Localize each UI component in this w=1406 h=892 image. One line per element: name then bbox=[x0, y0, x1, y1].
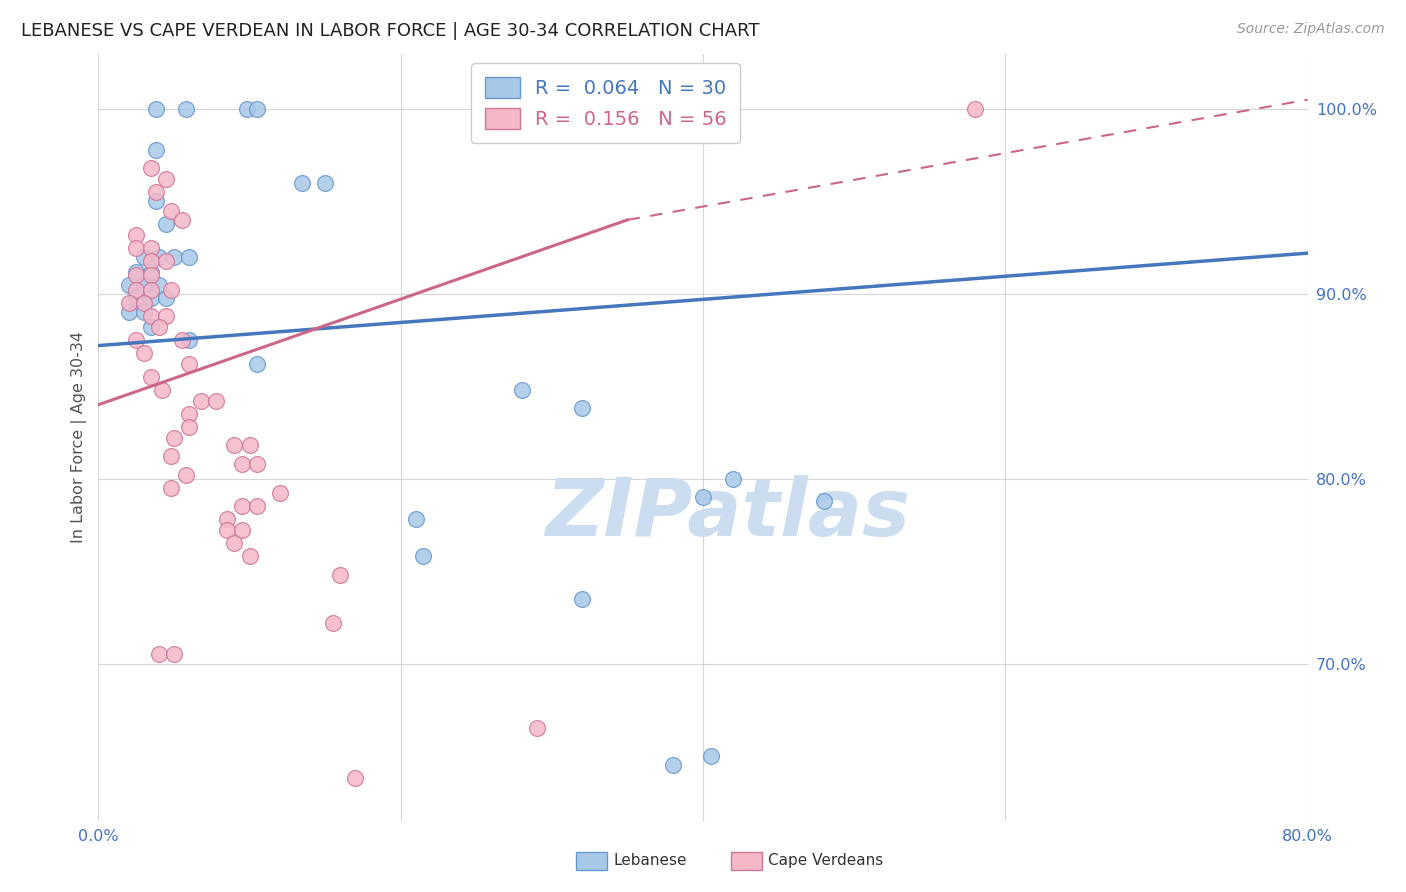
Text: LEBANESE VS CAPE VERDEAN IN LABOR FORCE | AGE 30-34 CORRELATION CHART: LEBANESE VS CAPE VERDEAN IN LABOR FORCE … bbox=[21, 22, 759, 40]
Point bbox=[145, 194, 167, 209]
Point bbox=[125, 333, 148, 347]
Point bbox=[170, 333, 193, 347]
Point bbox=[239, 549, 262, 564]
Y-axis label: In Labor Force | Age 30-34: In Labor Force | Age 30-34 bbox=[72, 331, 87, 543]
Point bbox=[571, 591, 593, 606]
Point bbox=[155, 309, 177, 323]
Point bbox=[160, 481, 183, 495]
Point bbox=[235, 102, 257, 116]
Point bbox=[125, 283, 148, 297]
Point bbox=[329, 567, 352, 582]
Point bbox=[965, 102, 987, 116]
Point bbox=[723, 472, 745, 486]
Point bbox=[510, 383, 533, 397]
Point bbox=[125, 227, 148, 242]
Point bbox=[148, 250, 170, 264]
Point bbox=[174, 467, 197, 482]
Point bbox=[179, 407, 201, 421]
Point bbox=[314, 176, 336, 190]
Point bbox=[246, 500, 269, 514]
Text: ZIPatlas: ZIPatlas bbox=[544, 475, 910, 553]
Point bbox=[141, 309, 163, 323]
Point bbox=[344, 771, 367, 785]
Point bbox=[215, 524, 238, 538]
Point bbox=[239, 438, 262, 452]
Point bbox=[118, 277, 141, 292]
Point bbox=[412, 549, 434, 564]
Point bbox=[145, 102, 167, 116]
Point bbox=[155, 291, 177, 305]
Point bbox=[141, 291, 163, 305]
Point bbox=[699, 748, 721, 763]
Point bbox=[125, 268, 148, 283]
Point bbox=[517, 102, 540, 116]
Point bbox=[132, 305, 155, 319]
Point bbox=[155, 217, 177, 231]
Point bbox=[141, 265, 163, 279]
Point bbox=[125, 265, 148, 279]
Point bbox=[224, 438, 246, 452]
Point bbox=[813, 493, 835, 508]
Point bbox=[246, 102, 269, 116]
Point bbox=[179, 250, 201, 264]
Point bbox=[246, 457, 269, 471]
Point bbox=[132, 250, 155, 264]
Point bbox=[141, 253, 163, 268]
Point bbox=[190, 394, 212, 409]
Point bbox=[179, 357, 201, 371]
Point bbox=[160, 283, 183, 297]
Point bbox=[141, 268, 163, 283]
Point bbox=[174, 102, 197, 116]
Point bbox=[692, 490, 714, 504]
Point bbox=[246, 357, 269, 371]
Point bbox=[155, 253, 177, 268]
Point bbox=[179, 333, 201, 347]
Point bbox=[150, 383, 173, 397]
Point bbox=[141, 370, 163, 384]
Point bbox=[155, 172, 177, 186]
Text: Source: ZipAtlas.com: Source: ZipAtlas.com bbox=[1237, 22, 1385, 37]
Point bbox=[163, 647, 186, 661]
Point bbox=[291, 176, 314, 190]
Point bbox=[526, 721, 548, 735]
Text: Lebanese: Lebanese bbox=[613, 854, 686, 868]
Point bbox=[322, 615, 344, 630]
Text: Cape Verdeans: Cape Verdeans bbox=[768, 854, 883, 868]
Point bbox=[205, 394, 228, 409]
Point bbox=[571, 401, 593, 416]
Point bbox=[141, 320, 163, 334]
Point bbox=[118, 305, 141, 319]
Point bbox=[132, 277, 155, 292]
Point bbox=[231, 524, 253, 538]
Point bbox=[145, 143, 167, 157]
Legend: R =  0.064   N = 30, R =  0.156   N = 56: R = 0.064 N = 30, R = 0.156 N = 56 bbox=[471, 63, 741, 143]
Point bbox=[132, 346, 155, 360]
Point bbox=[170, 213, 193, 227]
Point bbox=[125, 291, 148, 305]
Point bbox=[148, 320, 170, 334]
Point bbox=[145, 185, 167, 199]
Point bbox=[215, 512, 238, 526]
Point bbox=[163, 431, 186, 445]
Point bbox=[231, 457, 253, 471]
Point bbox=[132, 296, 155, 310]
Point bbox=[224, 536, 246, 550]
Point bbox=[405, 512, 427, 526]
Point bbox=[148, 277, 170, 292]
Point bbox=[141, 241, 163, 255]
Point bbox=[160, 203, 183, 218]
Point bbox=[141, 283, 163, 297]
Point bbox=[141, 161, 163, 175]
Point bbox=[179, 420, 201, 434]
Point bbox=[148, 647, 170, 661]
Point bbox=[269, 486, 291, 500]
Point bbox=[231, 500, 253, 514]
Point bbox=[125, 241, 148, 255]
Point bbox=[661, 758, 683, 772]
Point bbox=[160, 450, 183, 464]
Point bbox=[118, 296, 141, 310]
Point bbox=[163, 250, 186, 264]
